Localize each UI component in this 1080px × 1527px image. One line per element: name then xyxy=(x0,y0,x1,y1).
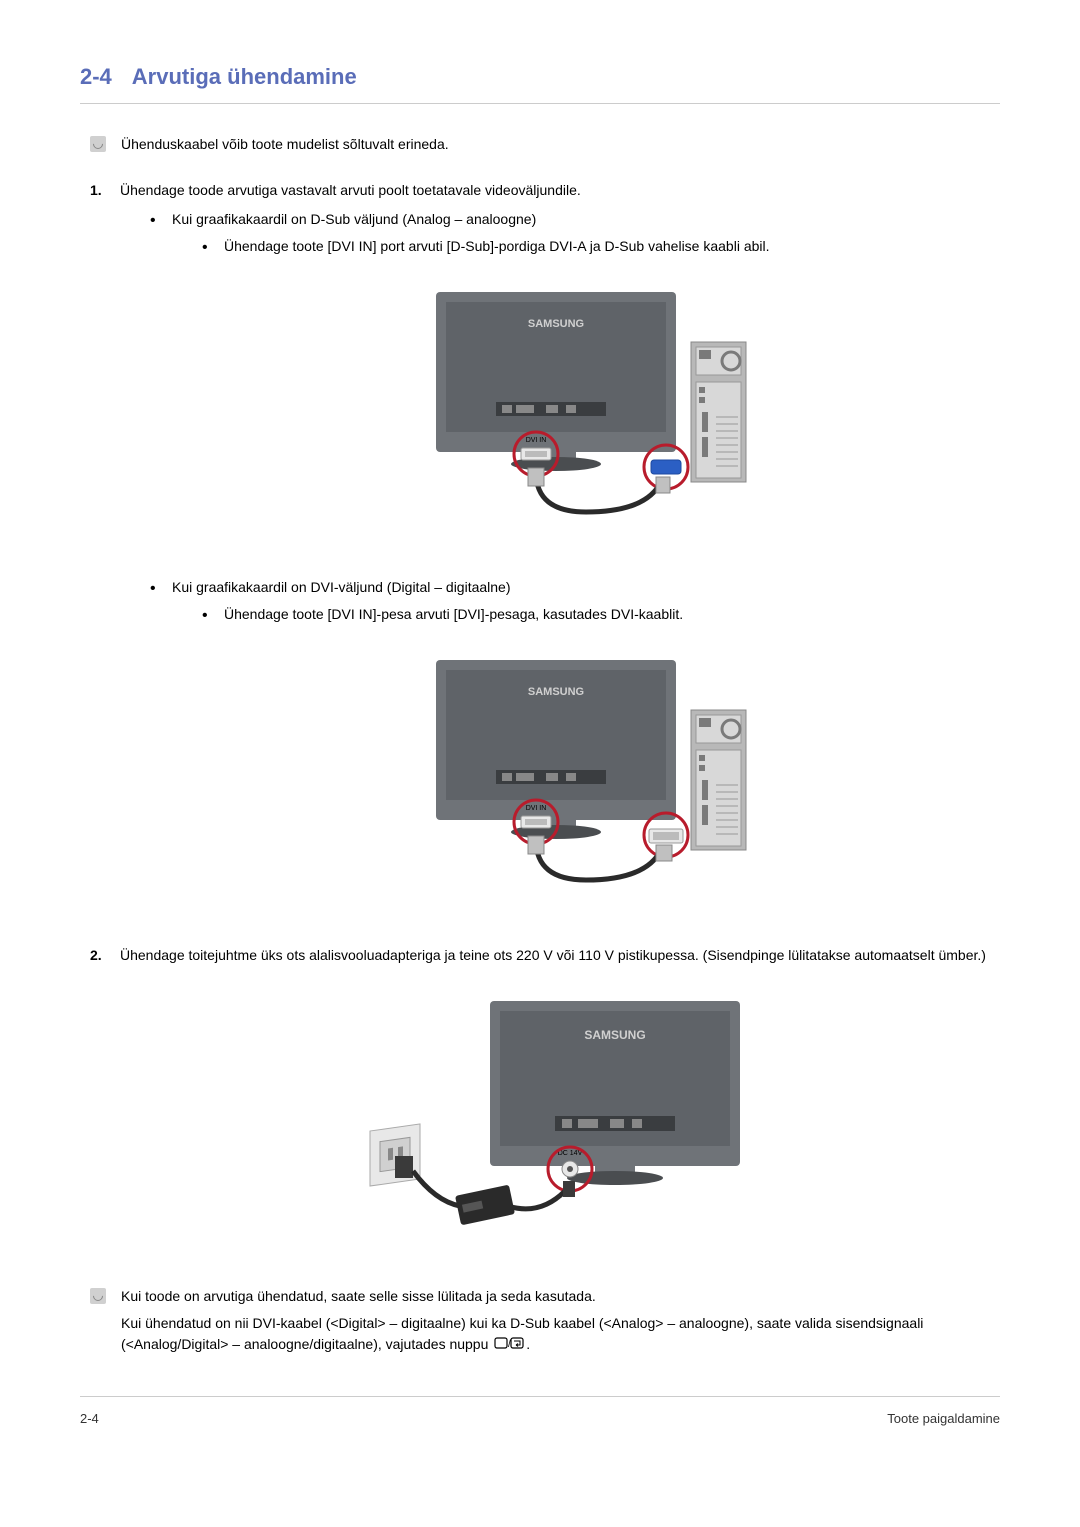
dc-label: DC 14V xyxy=(558,1150,583,1157)
diagram-dvi-to-dsub: SAMSUNG DVI IN xyxy=(172,282,1000,542)
step-1-bullet-a: Kui graafikakaardil on D-Sub väljund (An… xyxy=(150,209,1000,542)
section-number: 2-4 xyxy=(80,64,112,89)
page-footer: 2-4 Toote paigaldamine xyxy=(80,1396,1000,1429)
diagram-1-svg: SAMSUNG DVI IN xyxy=(406,282,766,542)
brand-text: SAMSUNG xyxy=(528,686,584,698)
step-2-text: Ühendage toitejuhtme üks ots alalisvoolu… xyxy=(120,947,986,963)
source-button-icon: / xyxy=(494,1335,524,1356)
bullet-a-sublist: Ühendage toote [DVI IN] port arvuti [D-S… xyxy=(172,236,1000,257)
step-2: Ühendage toitejuhtme üks ots alalisvoolu… xyxy=(90,945,1000,1251)
dvi-in-label: DVI IN xyxy=(526,437,547,444)
note-2-line1: Kui toode on arvutiga ühendatud, saate s… xyxy=(121,1286,1000,1307)
diagram-2-svg: SAMSUNG DVI IN xyxy=(406,650,766,910)
dvi-in-label: DVI IN xyxy=(526,805,547,812)
diagram-3-svg: SAMSUNG DC 14V xyxy=(340,991,780,1251)
bullet-b-text: Kui graafikakaardil on DVI-väljund (Digi… xyxy=(172,579,511,595)
step-1: Ühendage toode arvutiga vastavalt arvuti… xyxy=(90,180,1000,910)
section-heading: 2-4 Arvutiga ühendamine xyxy=(80,60,1000,104)
note-icon xyxy=(90,136,106,152)
note-text: Ühenduskaabel võib toote mudelist sõltuv… xyxy=(121,134,449,155)
note-2-content: Kui toode on arvutiga ühendatud, saate s… xyxy=(121,1286,1000,1356)
footer-right: Toote paigaldamine xyxy=(887,1409,1000,1429)
note-2-line2b: . xyxy=(526,1336,530,1352)
note-icon xyxy=(90,1288,106,1304)
brand-text: SAMSUNG xyxy=(528,318,584,330)
section-title: Arvutiga ühendamine xyxy=(132,64,357,89)
step-1-sublist: Kui graafikakaardil on D-Sub väljund (An… xyxy=(120,209,1000,910)
bullet-b-sublist: Ühendage toote [DVI IN]-pesa arvuti [DVI… xyxy=(172,604,1000,625)
step-1-text: Ühendage toode arvutiga vastavalt arvuti… xyxy=(120,182,581,198)
note-block-1: Ühenduskaabel võib toote mudelist sõltuv… xyxy=(80,134,1000,155)
footer-left: 2-4 xyxy=(80,1409,99,1429)
bullet-a-sub-text: Ühendage toote [DVI IN] port arvuti [D-S… xyxy=(202,236,1000,257)
bullet-a-text: Kui graafikakaardil on D-Sub väljund (An… xyxy=(172,211,536,227)
note-block-2: Kui toode on arvutiga ühendatud, saate s… xyxy=(80,1286,1000,1356)
heading-text: 2-4 Arvutiga ühendamine xyxy=(80,60,1000,93)
brand-text: SAMSUNG xyxy=(584,1028,645,1042)
bullet-b-sub-text: Ühendage toote [DVI IN]-pesa arvuti [DVI… xyxy=(202,604,1000,625)
steps-list: Ühendage toode arvutiga vastavalt arvuti… xyxy=(80,180,1000,1251)
diagram-dvi-to-dvi: SAMSUNG DVI IN xyxy=(172,650,1000,910)
step-1-bullet-b: Kui graafikakaardil on DVI-väljund (Digi… xyxy=(150,577,1000,910)
note-2-line2: Kui ühendatud on nii DVI-kaabel (<Digita… xyxy=(121,1313,1000,1356)
diagram-power: SAMSUNG DC 14V xyxy=(120,991,1000,1251)
